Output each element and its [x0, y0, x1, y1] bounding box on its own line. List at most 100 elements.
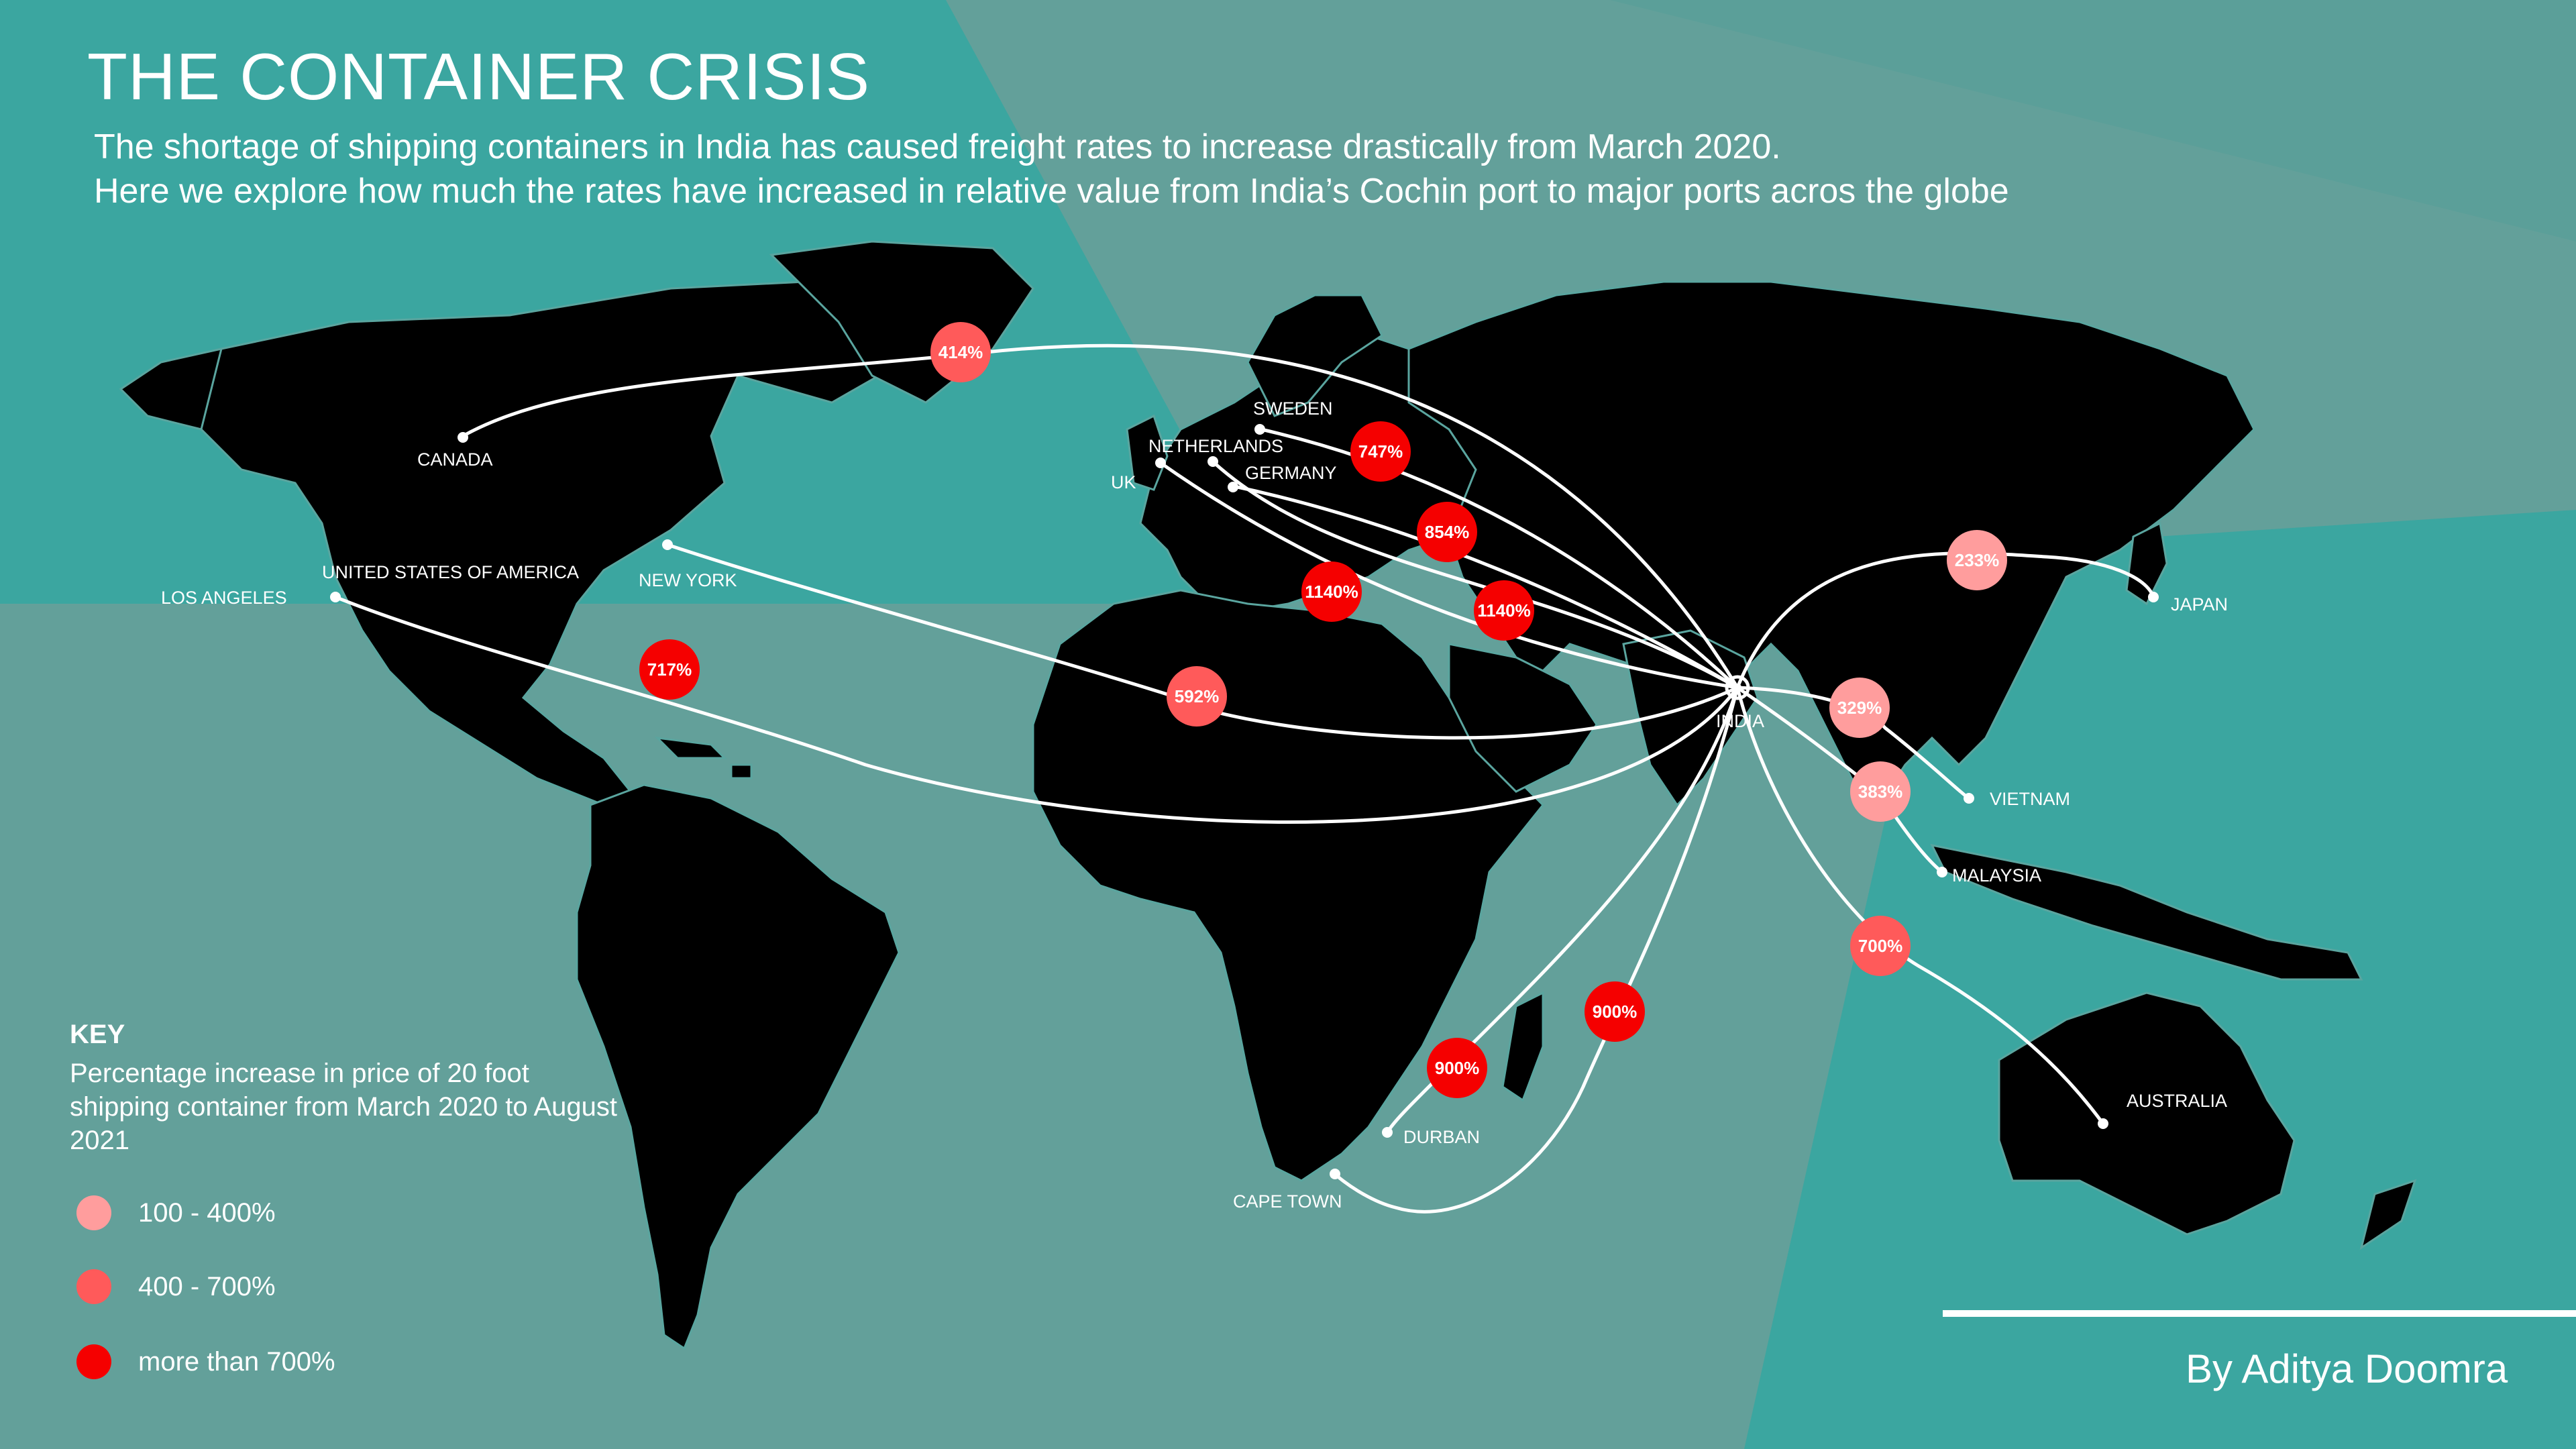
svg-text:414%: 414%: [938, 342, 983, 362]
japan-land: [2125, 521, 2168, 606]
indonesia-land: [1930, 843, 2363, 981]
subtitle-line-1: The shortage of shipping containers in I…: [94, 127, 1781, 166]
route-germany: [1234, 484, 1739, 690]
legend-item-mid: 400 - 700%: [76, 1269, 276, 1304]
svg-text:329%: 329%: [1837, 698, 1882, 718]
route-uk: [1159, 461, 1738, 690]
route-sweden: [1260, 427, 1739, 689]
increase-bubbles: 414% 747% 1140% 854% 1140% 592% 717% 23: [639, 322, 2007, 1098]
legend-description: Percentage increase in price of 20 foot …: [70, 1059, 618, 1155]
port-dot-australia: [2098, 1118, 2108, 1129]
label-canada: CANADA: [417, 449, 493, 470]
label-australia: AUSTRALIA: [2127, 1091, 2227, 1111]
legend: KEY Percentage increase in price of 20 f…: [70, 1020, 647, 1157]
svg-text:700%: 700%: [1858, 936, 1903, 956]
port-dot-sweden: [1254, 424, 1265, 435]
legend-swatch-low: [76, 1195, 111, 1230]
label-cape-town: CAPE TOWN: [1233, 1191, 1342, 1212]
caribbean-islands: [654, 736, 753, 780]
route-canada: [462, 343, 1739, 689]
port-dot-cape-town: [1330, 1169, 1340, 1179]
svg-text:717%: 717%: [647, 659, 692, 680]
port-dot-new-york: [662, 539, 673, 550]
bubble-malaysia: 383%: [1850, 761, 1911, 822]
arabia-land: [1448, 643, 1598, 793]
port-dot-netherlands: [1208, 456, 1218, 467]
bubble-los-angeles: 717%: [639, 639, 700, 700]
label-japan: JAPAN: [2171, 594, 2228, 614]
bubble-sweden: 747%: [1350, 421, 1411, 482]
svg-text:233%: 233%: [1955, 550, 2000, 570]
port-markers: [330, 424, 2159, 1179]
port-dot-canada: [458, 432, 468, 443]
label-sweden: SWEDEN: [1253, 398, 1333, 419]
bubble-uk: 1140%: [1474, 580, 1534, 641]
bubble-canada: 414%: [930, 322, 991, 382]
label-vietnam: VIETNAM: [1990, 789, 2070, 809]
bubble-netherlands: 1140%: [1301, 561, 1362, 622]
bubble-germany: 854%: [1417, 502, 1477, 562]
label-germany: GERMANY: [1245, 463, 1337, 483]
route-australia: [1735, 687, 2105, 1125]
legend-swatch-high: [76, 1344, 111, 1379]
label-los-angeles: LOS ANGELES: [161, 588, 287, 608]
bubble-cape-town: 900%: [1585, 981, 1645, 1042]
label-usa: UNITED STATES OF AMERICA: [322, 562, 579, 582]
label-netherlands: NETHERLANDS: [1148, 436, 1283, 456]
scandinavia-land: [1246, 294, 1383, 417]
route-netherlands: [1213, 462, 1739, 690]
page-subtitle: The shortage of shipping containers in I…: [94, 125, 2009, 213]
shipping-routes: [335, 343, 2155, 1214]
north-america-land: [166, 280, 927, 806]
legend-swatch-mid: [76, 1269, 111, 1304]
svg-text:592%: 592%: [1175, 686, 1220, 706]
svg-text:900%: 900%: [1593, 1002, 1638, 1022]
legend-item-low: 100 - 400%: [76, 1195, 276, 1230]
label-durban: DURBAN: [1403, 1127, 1480, 1147]
port-labels: CANADA SWEDEN NETHERLANDS GERMANY UK NEW…: [161, 398, 2228, 1212]
route-cape-town: [1334, 687, 1739, 1214]
route-los-angeles: [335, 595, 1739, 824]
alaska-land: [119, 347, 223, 431]
south-america-land: [576, 784, 900, 1350]
label-uk: UK: [1111, 472, 1136, 492]
bubble-japan: 233%: [1947, 530, 2007, 590]
background-teal-top-right: [1610, 0, 2576, 241]
australia-land: [1998, 991, 2296, 1236]
india-origin-marker: [1725, 675, 1750, 700]
port-dot-germany: [1228, 482, 1238, 492]
bubble-vietnam: 329%: [1829, 678, 1890, 738]
bubble-australia: 700%: [1850, 916, 1911, 976]
label-malaysia: MALAYSIA: [1952, 865, 2041, 885]
madagascar-land: [1501, 991, 1544, 1102]
port-dot-vietnam: [1964, 793, 1974, 804]
uk-land: [1126, 414, 1169, 491]
land-masses: [119, 240, 2417, 1350]
new-zealand-land: [2359, 1179, 2417, 1250]
legend-label-low: 100 - 400%: [138, 1197, 276, 1228]
svg-text:383%: 383%: [1858, 782, 1903, 802]
label-india: INDIA: [1716, 711, 1764, 731]
port-dot-japan: [2148, 592, 2159, 602]
svg-text:1140%: 1140%: [1305, 582, 1358, 602]
route-vietnam: [1737, 686, 1970, 800]
port-dot-durban: [1382, 1127, 1393, 1138]
author-credit: By Aditya Doomra: [2186, 1346, 2508, 1391]
port-dot-uk: [1155, 458, 1166, 468]
legend-label-high: more than 700%: [138, 1346, 335, 1377]
label-new-york: NEW YORK: [639, 570, 737, 590]
legend-label-mid: 400 - 700%: [138, 1271, 276, 1301]
footer-divider: [1943, 1310, 2576, 1317]
legend-item-high: more than 700%: [76, 1344, 335, 1379]
svg-text:900%: 900%: [1435, 1058, 1480, 1078]
svg-text:747%: 747%: [1358, 441, 1403, 462]
page-title: THE CONTAINER CRISIS: [87, 40, 871, 113]
legend-title: KEY: [70, 1020, 125, 1049]
bubble-new-york: 592%: [1167, 666, 1227, 727]
port-dot-los-angeles: [330, 592, 341, 602]
port-dot-malaysia: [1937, 867, 1947, 877]
svg-text:854%: 854%: [1425, 522, 1470, 542]
bubble-durban: 900%: [1427, 1038, 1487, 1098]
subtitle-line-2: Here we explore how much the rates have …: [94, 172, 2009, 211]
